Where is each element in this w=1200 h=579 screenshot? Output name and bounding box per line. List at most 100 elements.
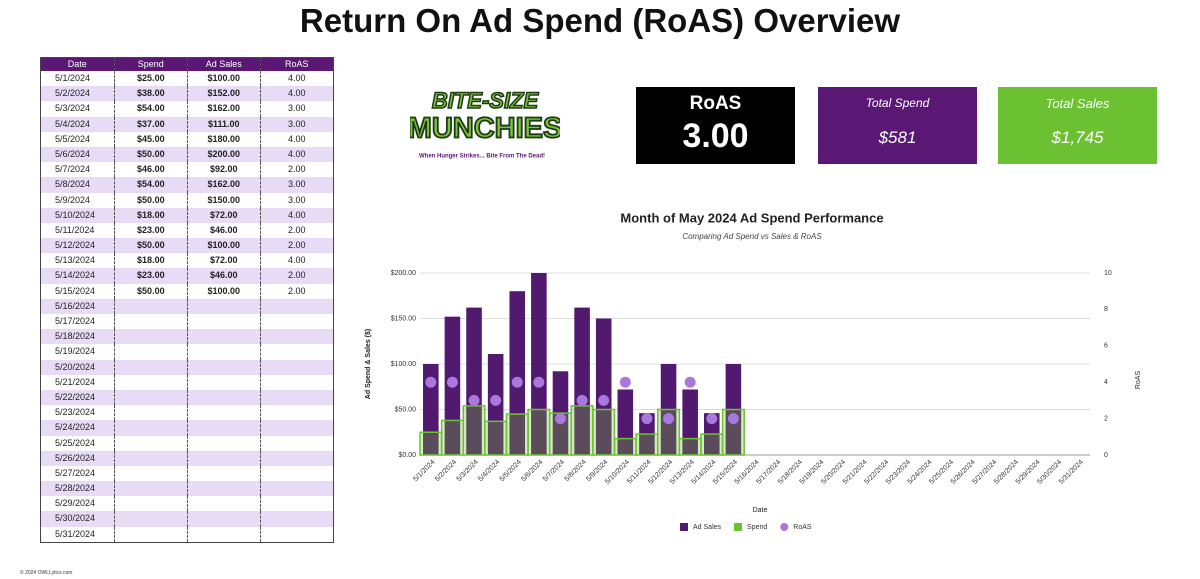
table-cell: 5/2/2024 [41,86,115,102]
table-cell: $150.00 [188,192,261,208]
table-row: 5/10/2024 $18.00 $72.00 4.00 [41,207,333,223]
page-title: Return On Ad Spend (RoAS) Overview [299,2,901,39]
table-row: 5/17/2024 [41,314,333,330]
table-row: 5/8/2024 $54.00 $162.00 3.00 [41,177,333,193]
table-cell: $162.00 [188,101,261,117]
table-cell: 5/28/2024 [41,481,115,497]
table-cell: $50.00 [115,146,189,163]
y-tick-label: $200.00 [391,270,416,277]
table-cell: 5/6/2024 [41,146,115,163]
x-tick-label: 5/7/2024 [542,459,566,483]
chart-subtitle: Comparing Ad Spend vs Sales & RoAS [682,232,822,241]
table-row: 5/24/2024 [41,420,333,436]
table-cell: $18.00 [115,207,189,223]
table-cell: 5/21/2024 [41,374,115,390]
logo-line2: MUNCHIES [410,113,560,145]
table-row: 5/25/2024 [41,435,333,451]
step-area [592,408,616,456]
table-row: 5/16/2024 [41,298,333,314]
table-cell: $72.00 [188,253,261,269]
table-cell [115,435,189,451]
table-cell [188,496,261,512]
kpi-card: Total Spend $581 [818,87,977,164]
table-cell: 4.00 [288,73,306,83]
table-row: 5/11/2024 $23.00 $46.00 2.00 [41,222,333,239]
data-table: Date Spend Ad Sales RoAS 5/1/2024 $25.00 $100.… [40,57,334,543]
x-tick-label: 5/1/2024 [412,459,436,483]
column-header: Date [41,58,115,71]
table-row: 5/5/2024 $45.00 $180.00 4.00 [41,131,333,147]
point [554,413,566,425]
y2-tick-label: 4 [1104,379,1108,386]
table-cell: 2.00 [288,164,306,175]
table-row: 5/3/2024 $54.00 $162.00 3.00 [41,101,333,117]
table-cell: $100.00 [188,71,261,87]
point [468,394,480,406]
table-cell: 4.00 [288,209,306,220]
table-cell: $92.00 [188,162,261,178]
table-cell [188,389,261,406]
table-row: 5/29/2024 [41,496,333,512]
table-cell [188,344,261,360]
table-cell [188,511,261,527]
column-header: Spend [115,58,188,71]
legend-label: Ad Sales [693,524,722,531]
x-tick-label: 5/5/2024 [499,459,523,483]
table-cell [115,511,189,527]
table-cell [188,298,261,314]
step-area [721,408,745,456]
table-row: 5/23/2024 [41,405,333,421]
legend-swatch [734,523,743,531]
legend-label: RoAS [793,524,812,531]
table-cell: $46.00 [188,268,261,284]
kpi-value: $581 [878,128,917,147]
step-area [613,437,637,456]
table-cell: 5/3/2024 [41,101,115,117]
table-row: 5/7/2024 $46.00 $92.00 2.00 [41,162,333,178]
table-row: 5/31/2024 [41,526,333,542]
point [598,394,610,406]
point [684,376,696,388]
table-row: 5/30/2024 [41,511,333,527]
table-cell [115,465,189,482]
table-cell: $200.00 [188,146,261,163]
table-cell: 5/17/2024 [41,314,115,330]
logo: BITE-SIZE MUNCHIES When Hunger Strikes..… [410,87,560,160]
table-cell: 4.00 [288,88,306,99]
point [727,413,739,425]
table-cell: $38.00 [115,86,189,102]
legend-swatch [680,523,688,531]
point [533,376,545,388]
table-cell [188,526,261,542]
table-row: 5/26/2024 [41,450,333,466]
table-cell [188,314,261,330]
kpi-card: RoAS 3.00 [636,87,795,164]
y-tick-label: $150.00 [391,315,416,322]
table-cell: 3.00 [288,103,306,114]
kpi-label: RoAS [689,93,742,114]
bar [595,318,612,455]
y-tick-label: $0.00 [398,452,416,459]
table-cell: 2.00 [288,285,306,296]
table-cell: 2.00 [288,270,306,281]
table-cell: 5/4/2024 [41,116,115,132]
kpi-card: Total Sales $1,745 [998,87,1157,164]
table-row: 5/20/2024 [41,359,333,375]
point [446,376,458,388]
table-cell: $72.00 [188,207,261,223]
table-cell: 5/8/2024 [41,177,115,193]
table-row: 5/9/2024 $50.00 $150.00 3.00 [41,192,333,208]
y2-tick-label: 6 [1104,343,1108,350]
footer: © 2024 OWLLytics.com [20,570,73,576]
table-cell: $54.00 [115,177,189,193]
table-cell: $45.00 [115,131,189,147]
table-cell: 5/26/2024 [41,450,115,466]
step-area [656,408,681,456]
table-cell [188,374,261,390]
x-tick-label: 5/3/2024 [456,459,480,483]
table-cell [115,526,189,542]
table-row: 5/18/2024 [41,329,333,345]
table-cell: $180.00 [188,131,261,147]
